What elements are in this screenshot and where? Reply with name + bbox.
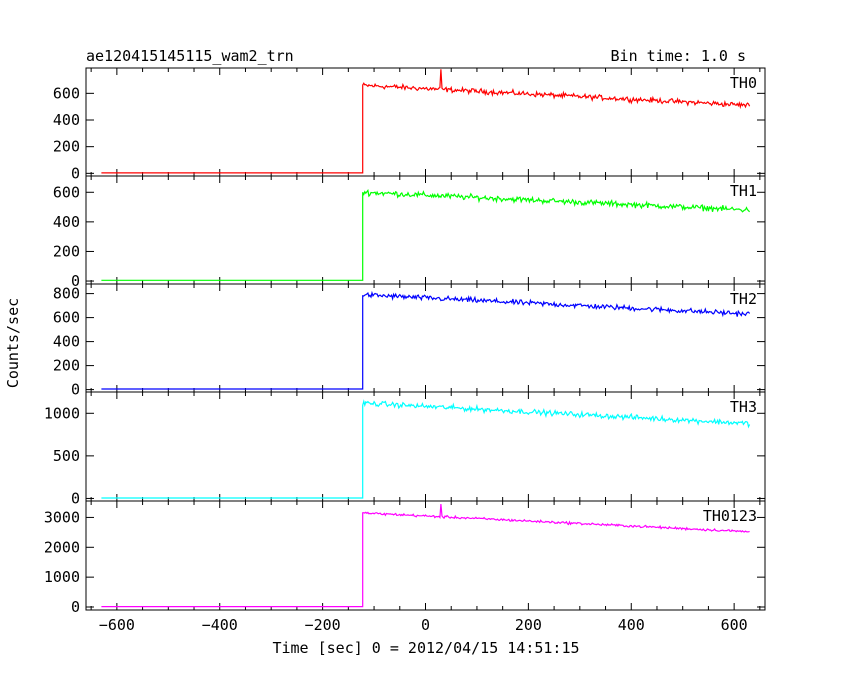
y-tick-label: 200 <box>53 357 80 375</box>
y-tick-label: 400 <box>53 111 80 129</box>
x-tick-label: 0 <box>421 616 430 634</box>
y-tick-label: 0 <box>71 272 80 290</box>
y-tick-label: 3000 <box>44 508 80 526</box>
y-axis-label: Counts/sec <box>4 298 22 388</box>
panel-frame <box>85 175 766 285</box>
y-tick-label: 1000 <box>44 404 80 422</box>
panel-th3: 0 500 1000 TH3 <box>44 391 766 507</box>
bin-time-label: Bin time: 1.0 s <box>611 47 746 65</box>
panel-label: TH2 <box>730 290 757 308</box>
x-tick-label: 600 <box>721 616 748 634</box>
panels: 0 200 400 600 TH0 0 200 400 600 TH1 0 200 400 600 800 T… <box>44 67 766 634</box>
x-tick-label: −400 <box>202 616 238 634</box>
panel-frame <box>85 391 766 502</box>
series-th0123 <box>101 503 750 608</box>
y-tick-label: 0 <box>71 381 80 399</box>
panel-label: TH0123 <box>703 507 757 525</box>
y-tick-label: 0 <box>71 489 80 507</box>
x-tick-label: −600 <box>99 616 135 634</box>
y-tick-label: 600 <box>53 309 80 327</box>
panel-label: TH1 <box>730 182 757 200</box>
y-tick-label: 200 <box>53 138 80 156</box>
y-tick-label: 400 <box>53 213 80 231</box>
y-tick-label: 1000 <box>44 568 80 586</box>
series-th2 <box>101 290 751 390</box>
y-tick-label: 2000 <box>44 538 80 556</box>
y-tick-label: 500 <box>53 447 80 465</box>
series-th0 <box>101 69 751 174</box>
panel-frame <box>85 67 766 177</box>
y-tick-label: 0 <box>71 598 80 616</box>
series-th1 <box>101 189 751 281</box>
y-tick-label: 0 <box>71 164 80 182</box>
y-tick-label: 800 <box>53 285 80 303</box>
panel-th0: 0 200 400 600 TH0 <box>53 67 766 182</box>
y-tick-label: 400 <box>53 333 80 351</box>
panel-frame <box>85 500 766 611</box>
panel-th2: 0 200 400 600 800 TH2 <box>53 283 766 399</box>
x-tick-label: 200 <box>515 616 542 634</box>
y-tick-label: 200 <box>53 242 80 260</box>
panel-frame <box>85 283 766 393</box>
x-axis-label: Time [sec] 0 = 2012/04/15 14:51:15 <box>272 639 579 657</box>
y-tick-label: 600 <box>53 183 80 201</box>
y-tick-label: 600 <box>53 84 80 102</box>
x-tick-label: −200 <box>305 616 341 634</box>
x-tick-label: 400 <box>618 616 645 634</box>
panel-th0123: 0 1000 2000 3000 TH0123 <box>44 500 766 616</box>
panel-label: TH3 <box>730 398 757 416</box>
panel-label: TH0 <box>730 74 757 92</box>
series-th3 <box>101 399 751 499</box>
panel-th1: 0 200 400 600 TH1 <box>53 175 766 290</box>
chart-title: ae120415145115_wam2_trn <box>86 47 294 65</box>
